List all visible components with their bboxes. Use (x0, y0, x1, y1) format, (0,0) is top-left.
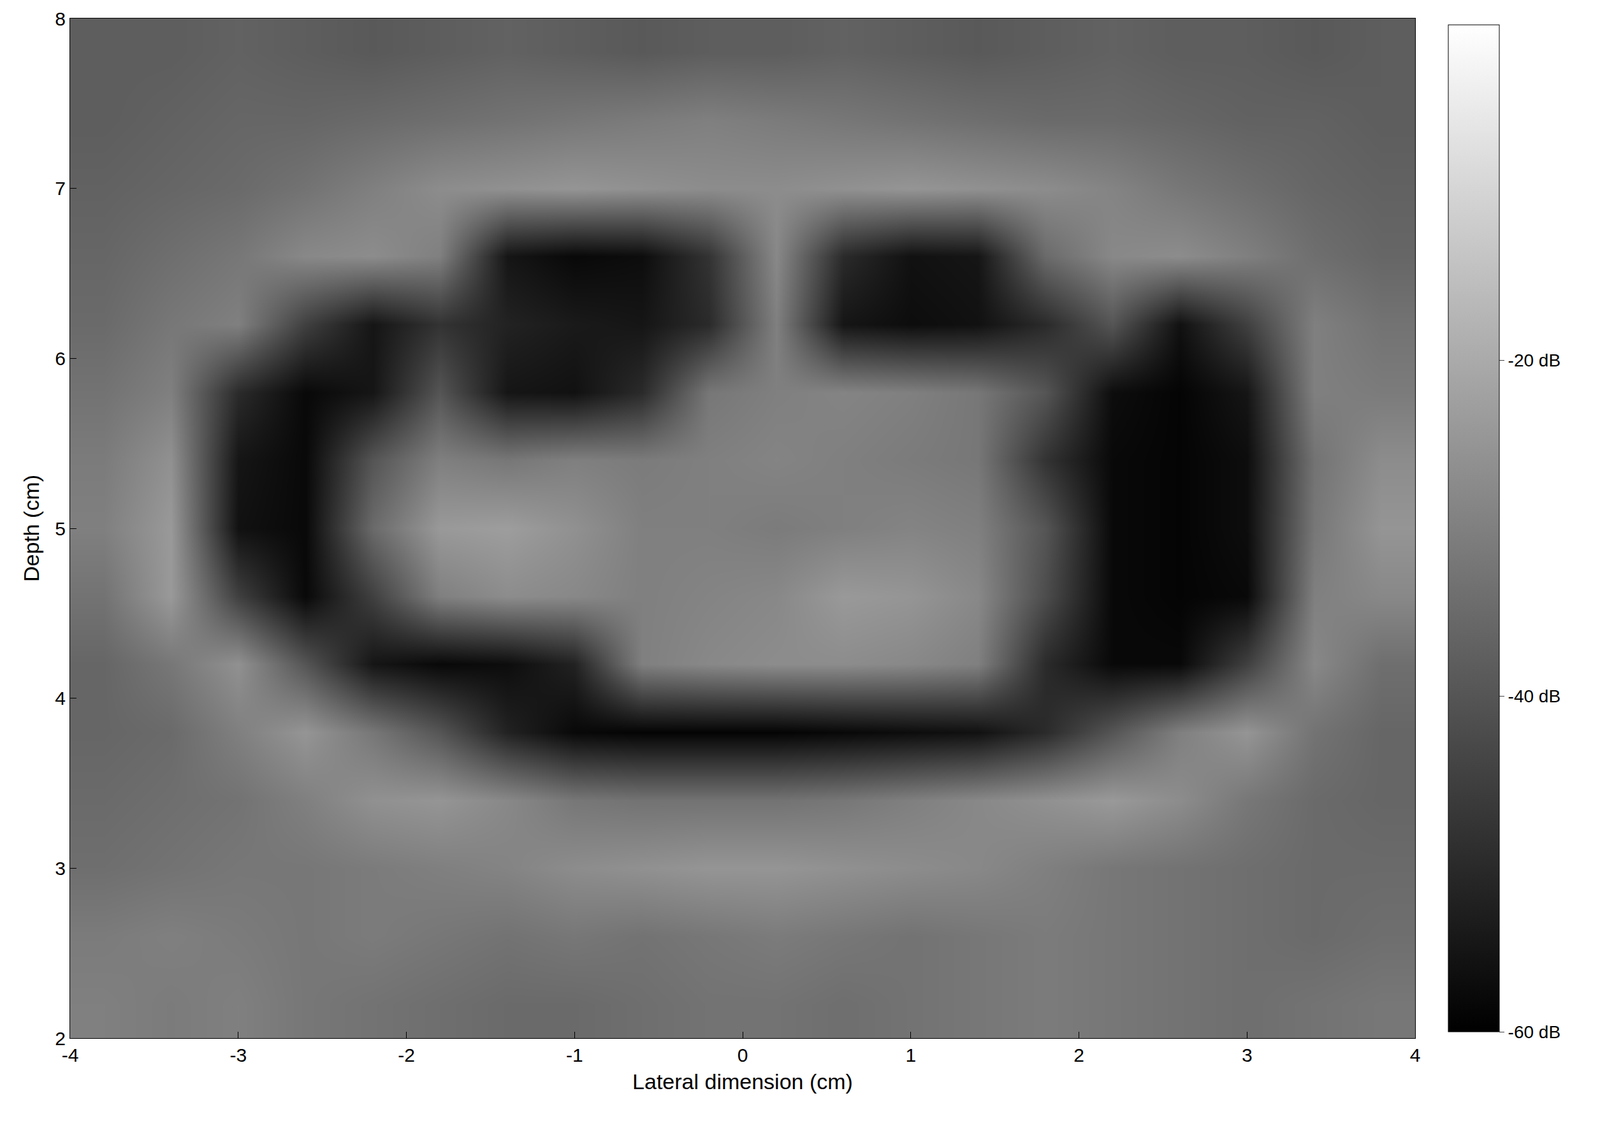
svg-text:-1: -1 (566, 1044, 584, 1066)
svg-text:6: 6 (54, 348, 66, 370)
svg-text:4: 4 (54, 687, 66, 709)
svg-text:-60 dB: -60 dB (1508, 1022, 1562, 1043)
svg-text:2: 2 (54, 1028, 66, 1050)
svg-text:-2: -2 (397, 1044, 415, 1066)
svg-text:Lateral dimension (cm): Lateral dimension (cm) (632, 1069, 853, 1094)
svg-text:3: 3 (1241, 1044, 1253, 1066)
svg-text:Depth (cm): Depth (cm) (19, 474, 44, 582)
svg-text:2: 2 (1073, 1044, 1085, 1066)
svg-text:8: 8 (54, 8, 66, 30)
svg-text:7: 7 (54, 177, 66, 199)
svg-text:1: 1 (905, 1044, 917, 1066)
svg-text:0: 0 (737, 1044, 749, 1066)
svg-text:-4: -4 (61, 1044, 80, 1066)
svg-text:-3: -3 (229, 1044, 247, 1066)
svg-text:4: 4 (1410, 1044, 1421, 1066)
svg-text:5: 5 (54, 518, 66, 540)
svg-text:-20 dB: -20 dB (1508, 350, 1562, 371)
svg-text:-40 dB: -40 dB (1508, 686, 1562, 707)
svg-text:3: 3 (54, 858, 66, 880)
